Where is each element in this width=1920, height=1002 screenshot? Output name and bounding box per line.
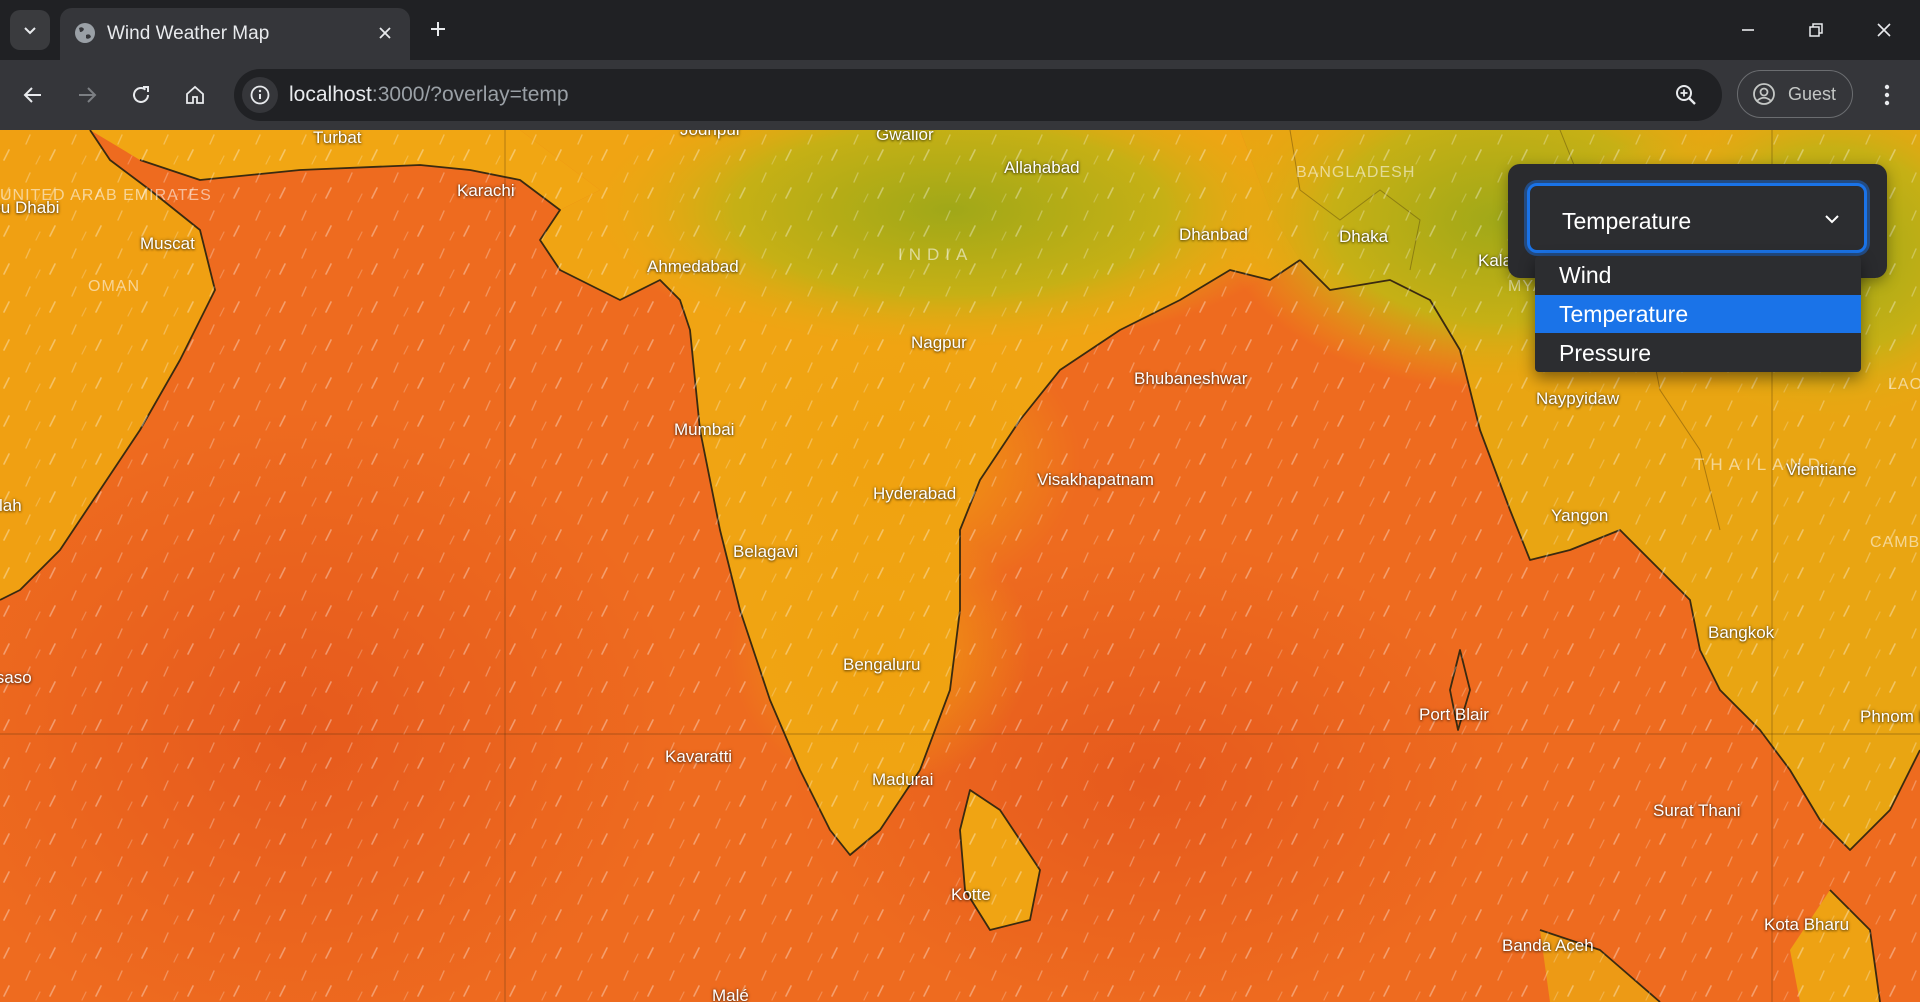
city-label-bengaluru: Bengaluru — [843, 655, 921, 674]
city-label-dhaka: Dhaka — [1339, 227, 1389, 246]
overlay-option-wind[interactable]: Wind — [1535, 256, 1861, 294]
country-label-thailand: THAILAND — [1694, 455, 1827, 474]
browser-tab[interactable]: Wind Weather Map — [60, 8, 410, 60]
country-label-bangladesh: BANGLADESH — [1296, 164, 1416, 181]
city-label-dhanbad: Dhanbad — [1179, 225, 1249, 244]
city-label-turbat: Turbat — [313, 130, 362, 147]
browser-menu-button[interactable] — [1872, 74, 1902, 116]
home-button[interactable] — [174, 74, 216, 116]
city-label-vientiane: Vientiane — [1786, 460, 1857, 479]
url-path: :3000/?overlay=temp — [371, 83, 569, 106]
tab-search-button[interactable] — [10, 10, 50, 50]
country-label-uae: UNITED ARAB EMIRATES — [0, 187, 212, 204]
country-label-india: INDIA — [898, 245, 974, 264]
city-label-nagpur: Nagpur — [911, 333, 967, 352]
close-window-button[interactable] — [1856, 8, 1912, 52]
profile-label: Guest — [1788, 84, 1837, 104]
more-vertical-icon — [1884, 84, 1890, 106]
site-info-button[interactable] — [242, 77, 278, 113]
city-label-salalah: Salalah — [0, 496, 22, 515]
overlay-option-pressure[interactable]: Pressure — [1535, 334, 1861, 372]
city-label-karachi: Karachi — [457, 181, 515, 200]
close-icon — [1877, 23, 1891, 37]
city-label-banda-aceh: Banda Aceh — [1502, 936, 1594, 955]
person-icon — [1753, 83, 1775, 105]
option-label: Wind — [1559, 262, 1612, 288]
chevron-down-icon — [24, 27, 36, 35]
arrow-left-icon — [23, 87, 41, 103]
zoom-button[interactable] — [1672, 81, 1700, 109]
city-label-kota-bharu: Kota Bharu — [1764, 915, 1850, 934]
city-label-bhubaneswar: Bhubaneshwar — [1134, 369, 1248, 388]
zoom-in-icon — [1676, 85, 1696, 105]
option-label: Temperature — [1559, 301, 1689, 327]
city-label-muscat: Muscat — [140, 234, 195, 253]
country-label-oman: OMAN — [88, 278, 140, 295]
home-icon — [186, 85, 204, 104]
country-label-cambodia: CAMBODIA — [1870, 534, 1920, 551]
restore-button[interactable] — [1788, 8, 1844, 52]
tab-close-button[interactable] — [372, 20, 398, 46]
address-bar[interactable]: localhost:3000/?overlay=temp — [234, 69, 1722, 121]
back-button[interactable] — [12, 74, 54, 116]
city-label-naypyidaw: Naypyidaw — [1536, 389, 1620, 408]
country-label-laos: LAOS — [1888, 376, 1920, 393]
city-label-yangon: Yangon — [1551, 506, 1609, 525]
chevron-down-icon — [1825, 215, 1839, 224]
overlay-select[interactable]: Temperature — [1527, 183, 1867, 253]
url-host: localhost — [289, 83, 372, 106]
overlay-dropdown-list: Wind Temperature Pressure — [1535, 256, 1861, 372]
info-icon — [250, 85, 270, 105]
city-label-kavaratti: Kavaratti — [665, 747, 733, 766]
city-label-allahabad: Allahabad — [1004, 158, 1080, 177]
option-label: Pressure — [1559, 340, 1652, 366]
city-label-hyderabad: Hyderabad — [873, 484, 957, 503]
tab-strip: Wind Weather Map — [0, 0, 1920, 60]
plus-icon — [431, 22, 445, 36]
arrow-right-icon — [79, 87, 97, 103]
city-label-bosaso: Bosaso — [0, 668, 32, 687]
city-label-surat-thani: Surat Thani — [1653, 801, 1741, 820]
city-label-visakhapatnam: Visakhapatnam — [1037, 470, 1154, 489]
browser-toolbar: localhost:3000/?overlay=temp Guest — [0, 60, 1920, 130]
city-label-kotte: Kotte — [951, 885, 991, 904]
new-tab-button[interactable] — [422, 13, 454, 45]
url-text: localhost:3000/?overlay=temp — [289, 83, 569, 107]
minimize-button[interactable] — [1720, 8, 1776, 52]
city-label-gwalior: Gwalior — [876, 130, 934, 144]
city-label-male: Malé — [712, 986, 749, 1002]
city-label-belagavi: Belagavi — [733, 542, 799, 561]
city-label-jodhpur: Jodhpur — [680, 130, 741, 140]
globe-icon — [75, 23, 95, 43]
forward-button[interactable] — [66, 74, 108, 116]
overlay-select-value: Temperature — [1562, 208, 1692, 234]
close-icon — [379, 27, 391, 39]
city-label-madurai: Madurai — [872, 770, 934, 789]
city-label-ahmedabad: Ahmedabad — [647, 257, 739, 276]
overlay-option-temperature[interactable]: Temperature — [1535, 295, 1861, 333]
profile-button[interactable]: Guest — [1737, 70, 1853, 118]
reload-icon — [133, 86, 149, 103]
city-label-port-blair: Port Blair — [1419, 705, 1489, 724]
tab-title: Wind Weather Map — [107, 23, 270, 44]
city-label-phnom-penh: Phnom Penh — [1860, 707, 1920, 726]
city-label-bangkok: Bangkok — [1708, 623, 1775, 642]
minimize-icon — [1742, 29, 1754, 31]
city-label-abu-dhabi: Abu Dhabi — [0, 198, 60, 217]
city-label-mumbai: Mumbai — [674, 420, 735, 439]
restore-icon — [1809, 23, 1823, 37]
reload-button[interactable] — [120, 74, 162, 116]
